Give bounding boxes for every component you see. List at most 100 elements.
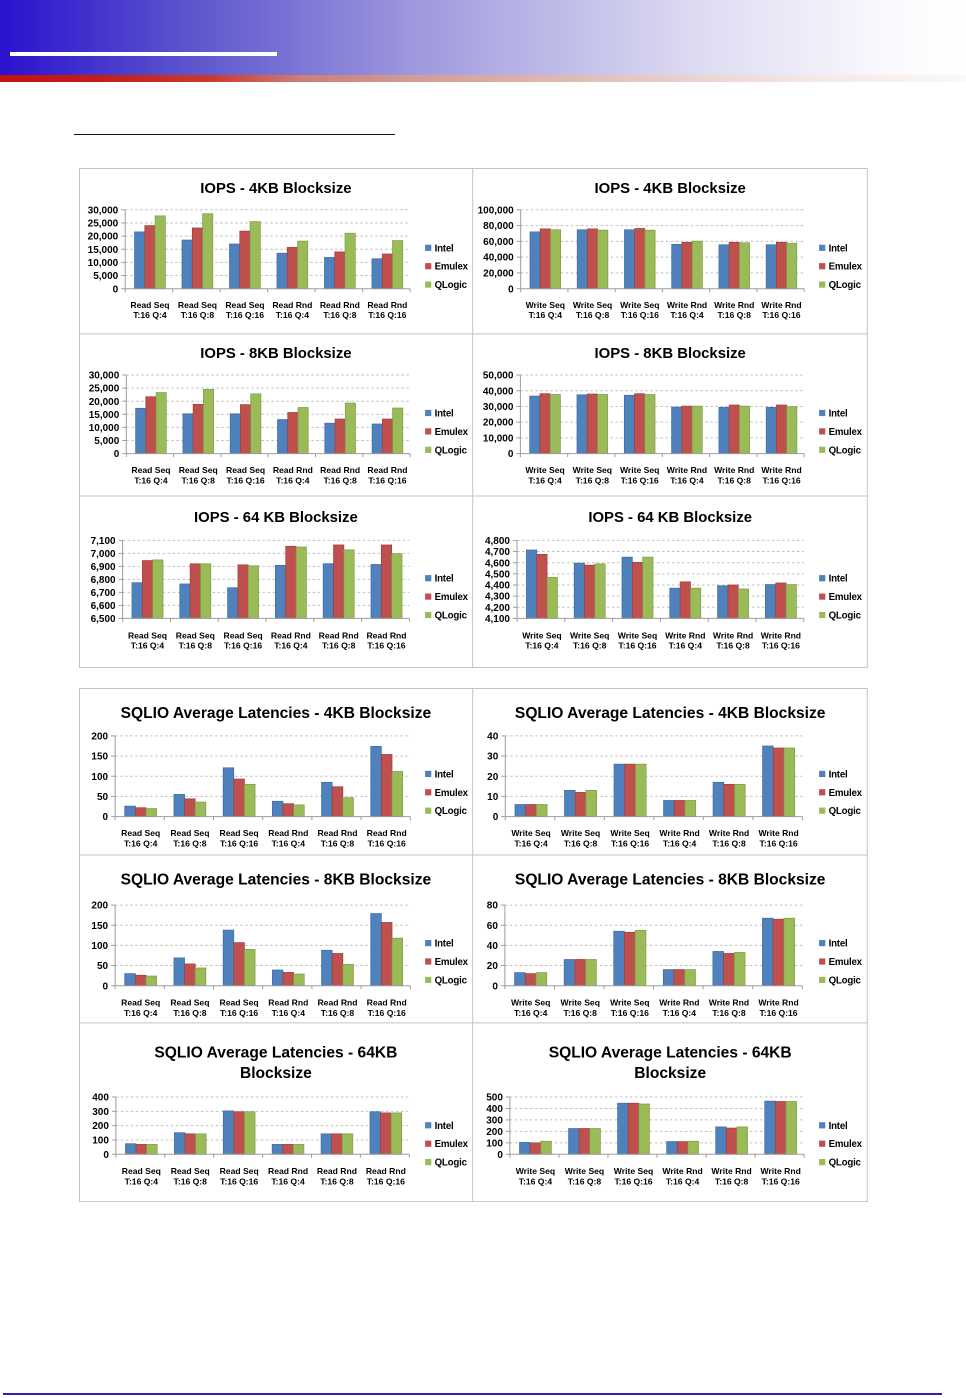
svg-text:T:16 Q:16: T:16 Q:16 <box>621 310 659 320</box>
svg-text:200: 200 <box>91 731 108 742</box>
svg-text:T:16 Q:4: T:16 Q:4 <box>276 310 310 320</box>
svg-text:10,000: 10,000 <box>88 258 119 269</box>
svg-text:40: 40 <box>487 940 499 951</box>
svg-text:Intel: Intel <box>435 243 454 254</box>
svg-text:Read Rnd: Read Rnd <box>268 1165 308 1175</box>
svg-text:Read Seq: Read Seq <box>170 827 209 837</box>
svg-text:T:16 Q:16: T:16 Q:16 <box>368 310 406 320</box>
svg-text:Read Seq: Read Seq <box>220 1165 259 1175</box>
svg-text:Write Rnd: Write Rnd <box>714 300 754 310</box>
svg-text:T:16 Q:16: T:16 Q:16 <box>621 475 659 485</box>
svg-text:20,000: 20,000 <box>89 397 120 408</box>
svg-text:Read Rnd: Read Rnd <box>317 827 357 837</box>
svg-text:Emulex: Emulex <box>829 261 863 272</box>
svg-text:T:16 Q:16: T:16 Q:16 <box>762 1176 800 1186</box>
svg-text:Intel: Intel <box>435 938 454 949</box>
svg-text:4,500: 4,500 <box>485 569 510 580</box>
svg-text:Read Seq: Read Seq <box>224 630 263 640</box>
svg-text:QLogic: QLogic <box>829 445 862 456</box>
svg-text:T:16 Q:4: T:16 Q:4 <box>666 1176 700 1186</box>
svg-text:Read Rnd: Read Rnd <box>268 997 308 1007</box>
svg-text:T:16 Q:4: T:16 Q:4 <box>519 1176 553 1186</box>
svg-text:T:16 Q:4: T:16 Q:4 <box>124 1007 158 1017</box>
svg-text:Emulex: Emulex <box>435 787 469 798</box>
svg-text:T:16 Q:4: T:16 Q:4 <box>670 310 704 320</box>
svg-text:4,800: 4,800 <box>485 536 510 547</box>
svg-text:QLogic: QLogic <box>435 806 468 817</box>
svg-text:T:16 Q:4: T:16 Q:4 <box>274 640 308 650</box>
svg-text:SQLIO Average Latencies - 64KB: SQLIO Average Latencies - 64KB <box>549 1044 792 1061</box>
svg-text:SQLIO Average Latencies - 8KB: SQLIO Average Latencies - 8KB Blocksize <box>121 871 432 888</box>
svg-text:T:16 Q:16: T:16 Q:16 <box>226 475 264 485</box>
svg-text:60,000: 60,000 <box>483 237 514 248</box>
svg-text:Read Rnd: Read Rnd <box>320 465 360 475</box>
svg-text:T:16 Q:16: T:16 Q:16 <box>368 838 406 848</box>
svg-text:300: 300 <box>486 1115 503 1126</box>
svg-text:QLogic: QLogic <box>435 280 468 291</box>
svg-text:Read Seq: Read Seq <box>121 827 160 837</box>
svg-text:0: 0 <box>508 449 514 460</box>
svg-text:30: 30 <box>487 751 499 762</box>
svg-text:SQLIO Average Latencies - 64KB: SQLIO Average Latencies - 64KB <box>154 1044 397 1061</box>
svg-text:Read Seq: Read Seq <box>220 827 259 837</box>
svg-text:QLogic: QLogic <box>829 1157 862 1168</box>
svg-text:0: 0 <box>497 1149 503 1160</box>
svg-text:T:16 Q:8: T:16 Q:8 <box>564 1007 598 1017</box>
svg-text:T:16 Q:8: T:16 Q:8 <box>573 640 607 650</box>
svg-text:100,000: 100,000 <box>478 205 515 216</box>
svg-text:Read Rnd: Read Rnd <box>320 300 360 310</box>
svg-text:SQLIO Average Latencies - 4KB: SQLIO Average Latencies - 4KB Blocksize <box>515 704 826 721</box>
svg-text:T:16 Q:8: T:16 Q:8 <box>320 1176 354 1186</box>
svg-text:30,000: 30,000 <box>88 205 119 216</box>
svg-text:Emulex: Emulex <box>829 592 863 603</box>
svg-text:QLogic: QLogic <box>829 610 862 621</box>
svg-text:Write Seq: Write Seq <box>511 997 550 1007</box>
svg-text:Read Rnd: Read Rnd <box>317 1165 357 1175</box>
svg-text:Read Seq: Read Seq <box>128 630 167 640</box>
svg-text:Read Seq: Read Seq <box>170 997 209 1007</box>
svg-text:T:16 Q:4: T:16 Q:4 <box>514 838 548 848</box>
svg-text:T:16 Q:4: T:16 Q:4 <box>663 1007 697 1017</box>
svg-text:QLogic: QLogic <box>435 1157 468 1168</box>
svg-text:T:16 Q:16: T:16 Q:16 <box>368 1007 406 1017</box>
svg-text:Read Seq: Read Seq <box>131 465 170 475</box>
svg-text:Intel: Intel <box>829 1120 848 1131</box>
svg-text:Blocksize: Blocksize <box>634 1065 706 1082</box>
svg-text:5,000: 5,000 <box>93 271 118 282</box>
svg-text:IOPS - 4KB Blocksize: IOPS - 4KB Blocksize <box>595 181 746 197</box>
svg-text:T:16 Q:16: T:16 Q:16 <box>226 310 264 320</box>
svg-text:T:16 Q:16: T:16 Q:16 <box>618 640 656 650</box>
svg-text:T:16 Q:8: T:16 Q:8 <box>322 640 356 650</box>
svg-text:Read Rnd: Read Rnd <box>366 1165 406 1175</box>
svg-text:6,800: 6,800 <box>91 575 116 586</box>
svg-text:Read Rnd: Read Rnd <box>367 997 407 1007</box>
svg-text:Emulex: Emulex <box>435 956 469 967</box>
svg-text:QLogic: QLogic <box>829 280 862 291</box>
svg-text:Write Rnd: Write Rnd <box>713 630 753 640</box>
svg-text:T:16 Q:16: T:16 Q:16 <box>611 838 649 848</box>
svg-text:Read Rnd: Read Rnd <box>272 300 312 310</box>
svg-text:Write Rnd: Write Rnd <box>709 997 749 1007</box>
svg-text:T:16 Q:8: T:16 Q:8 <box>716 640 750 650</box>
svg-text:4,200: 4,200 <box>485 603 510 614</box>
svg-text:Read Seq: Read Seq <box>171 1165 210 1175</box>
svg-text:Write Seq: Write Seq <box>565 1165 604 1175</box>
svg-text:400: 400 <box>92 1092 109 1103</box>
svg-text:15,000: 15,000 <box>89 410 120 421</box>
svg-text:T:16 Q:16: T:16 Q:16 <box>224 640 262 650</box>
svg-text:IOPS - 8KB Blocksize: IOPS - 8KB Blocksize <box>200 346 351 362</box>
svg-text:T:16 Q:16: T:16 Q:16 <box>762 475 800 485</box>
svg-text:4,700: 4,700 <box>485 547 510 558</box>
svg-text:150: 150 <box>91 920 108 931</box>
svg-text:Write Seq: Write Seq <box>620 465 659 475</box>
svg-text:15,000: 15,000 <box>88 245 119 256</box>
svg-text:T:16 Q:8: T:16 Q:8 <box>323 475 357 485</box>
svg-text:5,000: 5,000 <box>94 436 119 447</box>
svg-text:Read Rnd: Read Rnd <box>271 630 311 640</box>
svg-text:IOPS - 64 KB Blocksize: IOPS - 64 KB Blocksize <box>194 510 358 526</box>
svg-text:T:16 Q:4: T:16 Q:4 <box>134 475 168 485</box>
svg-text:Write Seq: Write Seq <box>561 997 600 1007</box>
svg-text:QLogic: QLogic <box>435 610 468 621</box>
svg-text:40,000: 40,000 <box>483 386 514 397</box>
svg-text:T:16 Q:4: T:16 Q:4 <box>670 475 704 485</box>
